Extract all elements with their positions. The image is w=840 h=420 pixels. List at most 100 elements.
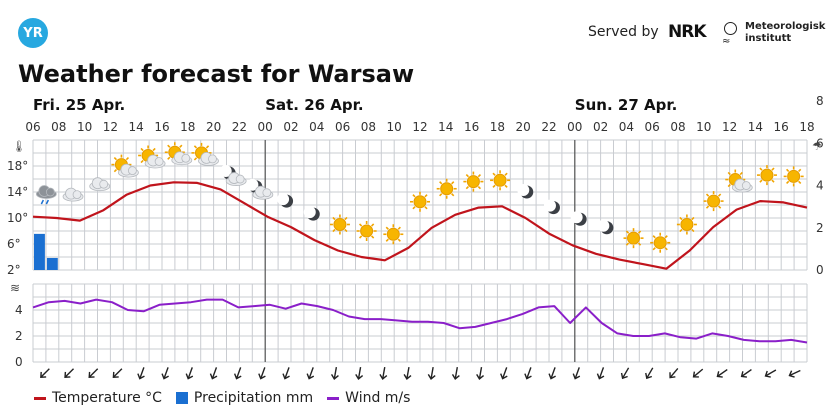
sun-disc bbox=[653, 236, 667, 250]
sun-icon bbox=[410, 191, 430, 212]
sun-ray bbox=[664, 235, 668, 239]
sun-ray bbox=[492, 172, 496, 176]
arrow-head bbox=[64, 371, 71, 378]
hour-label: 00 bbox=[567, 120, 582, 134]
cloud-icon bbox=[62, 187, 84, 202]
hour-label: 18 bbox=[180, 120, 195, 134]
arrow-head bbox=[524, 373, 532, 380]
wind-arrow-icon bbox=[788, 369, 801, 378]
hour-label: 18 bbox=[490, 120, 505, 134]
sun-icon bbox=[783, 166, 804, 187]
hour-label: 14 bbox=[748, 120, 763, 134]
yr-logo[interactable]: YR bbox=[18, 18, 48, 48]
sun-ray bbox=[167, 144, 171, 148]
arrow-shaft bbox=[526, 367, 532, 378]
arrow-head bbox=[692, 371, 699, 378]
legend-temperature-swatch bbox=[34, 396, 46, 400]
legend-temperature-label: Temperature °C bbox=[52, 390, 162, 406]
sun-ray bbox=[358, 235, 363, 239]
sun-ray bbox=[705, 205, 710, 209]
sun-ray bbox=[798, 168, 802, 173]
arrow-head bbox=[716, 371, 723, 378]
sun-ray bbox=[727, 171, 731, 176]
moon-cut bbox=[570, 211, 583, 224]
arrow-head bbox=[620, 372, 628, 380]
wind-axis-label: 0 bbox=[15, 355, 23, 369]
sun-ray bbox=[385, 226, 389, 230]
sun-ray bbox=[152, 147, 156, 152]
day-label: Fri. 25 Apr. bbox=[33, 96, 125, 114]
sun-cloud-icon bbox=[164, 142, 193, 166]
day-label: Sat. 26 Apr. bbox=[265, 96, 363, 114]
sun-ray bbox=[439, 181, 443, 185]
arrow-head bbox=[306, 373, 315, 380]
moon-icon bbox=[543, 199, 560, 215]
arrow-shaft bbox=[113, 368, 123, 378]
arrow-shaft bbox=[646, 367, 654, 378]
temp-axis-label: 6° bbox=[7, 237, 21, 251]
moon-cut bbox=[219, 165, 232, 178]
cloud-puff bbox=[45, 187, 55, 197]
wind-arrow-icon bbox=[500, 367, 508, 380]
thermometer-icon: 🌡 bbox=[12, 140, 26, 153]
sun-cloud-icon bbox=[111, 154, 139, 178]
sun-ray bbox=[424, 194, 428, 198]
sun-ray bbox=[179, 144, 183, 148]
wind-grid bbox=[32, 283, 808, 363]
met-wave-icon: ≈ bbox=[722, 36, 731, 47]
arrow-head bbox=[330, 373, 339, 380]
sun-ray bbox=[439, 193, 443, 197]
arrow-shaft bbox=[163, 367, 169, 378]
sun-disc bbox=[440, 182, 454, 196]
arrow-head bbox=[645, 372, 653, 380]
arrow-head bbox=[451, 373, 460, 380]
sun-ray bbox=[786, 180, 790, 185]
wind-arrow-icon bbox=[64, 368, 75, 378]
arrow-head bbox=[185, 373, 194, 380]
sun-ray bbox=[798, 180, 802, 185]
sun-ray bbox=[358, 223, 363, 227]
temperature-line bbox=[32, 181, 808, 270]
sun-icon bbox=[383, 224, 404, 245]
sun-icon bbox=[676, 214, 697, 235]
met-logo[interactable]: Meteorologisk institutt bbox=[745, 21, 825, 45]
legend-wind-swatch bbox=[327, 396, 340, 400]
hour-label: 16 bbox=[464, 120, 479, 134]
arrow-head bbox=[669, 372, 676, 379]
arrow-shaft bbox=[308, 367, 314, 378]
sun-ray bbox=[193, 145, 198, 149]
wind-arrow-icon bbox=[282, 367, 290, 380]
sun-ray bbox=[652, 235, 656, 239]
rain-drop bbox=[40, 199, 45, 205]
arrow-shaft bbox=[41, 368, 50, 378]
hour-label: 22 bbox=[232, 120, 247, 134]
wind-arrow-icon bbox=[88, 368, 99, 378]
moon-icon bbox=[517, 184, 534, 199]
sun-ray bbox=[637, 242, 642, 246]
arrow-head bbox=[258, 373, 266, 380]
sun-disc bbox=[760, 168, 774, 182]
sun-ray bbox=[492, 184, 496, 188]
hour-label: 12 bbox=[722, 120, 737, 134]
arrow-head bbox=[596, 373, 605, 380]
wind-arrow-icon bbox=[427, 366, 436, 380]
sun-icon bbox=[436, 178, 457, 199]
wind-arrow-icon bbox=[764, 369, 777, 378]
wind-arrow-icon bbox=[716, 368, 728, 378]
precip-axis-label: 4 bbox=[816, 179, 824, 193]
arrow-shaft bbox=[693, 368, 704, 377]
hour-label: 12 bbox=[412, 120, 427, 134]
sun-ray bbox=[385, 238, 389, 242]
sun-ray bbox=[412, 206, 416, 210]
moon-cut bbox=[517, 184, 530, 196]
sun-ray bbox=[412, 194, 416, 198]
arrow-shaft bbox=[260, 367, 266, 378]
nrk-logo[interactable]: NRK bbox=[668, 22, 706, 42]
hour-label: 10 bbox=[77, 120, 92, 134]
sun-ray bbox=[637, 230, 642, 234]
moon-icon bbox=[597, 219, 614, 235]
sun-ray bbox=[691, 216, 695, 221]
wind-arrow-icon bbox=[185, 367, 194, 380]
rain-drop bbox=[45, 199, 50, 205]
sun-disc bbox=[466, 175, 480, 189]
